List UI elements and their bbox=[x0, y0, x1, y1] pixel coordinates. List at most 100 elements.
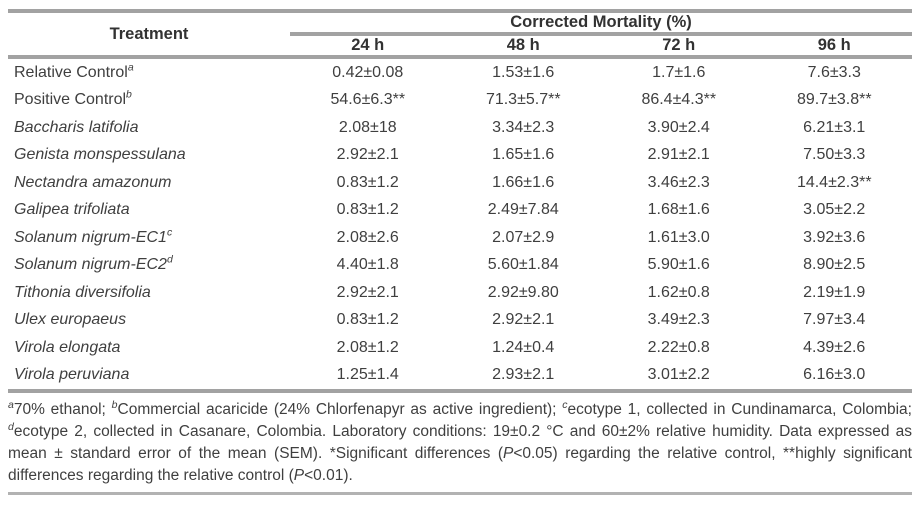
mortality-value: 1.68±1.6 bbox=[647, 201, 710, 219]
footnote-segment: b bbox=[111, 398, 118, 411]
mortality-value: 3.01±2.2 bbox=[601, 361, 757, 393]
mortality-value: 1.66±1.6 bbox=[492, 173, 555, 191]
table-row: Ulex europaeus 0.83±1.2 2.92±2.1 3.49±2.3 7.… bbox=[8, 307, 912, 335]
mortality-value: 4.40±1.8 bbox=[336, 256, 399, 274]
table-body: Relative Controla 0.42±0.08 1.53±1.6 1.7±1.… bbox=[8, 57, 912, 393]
table-row: Solanum nigrum-EC2d 4.40±1.8 5.60±1.84 5.90… bbox=[8, 252, 912, 280]
mortality-value: 5.60±1.84 bbox=[487, 256, 559, 274]
mortality-value: 7.50±3.3 bbox=[803, 146, 866, 164]
treatment-superscript: b bbox=[126, 88, 132, 101]
footnote-segment: c bbox=[562, 398, 568, 411]
footnote-segment: d bbox=[8, 420, 14, 433]
mortality-value: 8.90±2.5 bbox=[803, 256, 866, 274]
mortality-value: 2.22±0.8 bbox=[647, 338, 710, 356]
mortality-value: 71.3±5.7** bbox=[485, 91, 561, 109]
mortality-value: 3.92±3.6 bbox=[803, 228, 866, 246]
table-row: Baccharis latifolia 2.08±18 3.34±2.3 3.90±2… bbox=[8, 114, 912, 142]
treatment-name: Ulex europaeus bbox=[14, 311, 127, 329]
column-header-24h: 24 h bbox=[290, 34, 446, 59]
column-header-treatment: Treatment bbox=[8, 13, 290, 59]
mortality-value: 2.07±2.9 bbox=[492, 228, 555, 246]
mortality-value: 2.92±9.80 bbox=[487, 283, 559, 301]
treatment-name: Nectandra amazonum bbox=[14, 173, 172, 191]
mortality-value: 1.24±0.4 bbox=[492, 338, 555, 356]
treatment-name: Virola peruviana bbox=[8, 361, 290, 393]
mortality-value: 2.19±1.9 bbox=[803, 283, 866, 301]
mortality-value: 2.08±1.2 bbox=[336, 338, 399, 356]
mortality-value: 89.7±3.8** bbox=[796, 91, 872, 109]
mortality-value: 3.34±2.3 bbox=[492, 118, 555, 136]
group-header-row: Treatment Corrected Mortality (%) bbox=[8, 13, 912, 59]
footnote-segment: 70% ethanol; bbox=[13, 401, 112, 418]
mortality-value: 1.61±3.0 bbox=[647, 228, 710, 246]
column-header-72h: 72 h bbox=[601, 34, 757, 59]
mortality-value: 54.6±6.3** bbox=[330, 91, 406, 109]
mortality-value: 1.7±1.6 bbox=[652, 63, 706, 81]
treatment-name: Tithonia diversifolia bbox=[14, 283, 151, 301]
footnote-segment: P bbox=[502, 445, 514, 462]
column-group-header-corrected-mortality: Corrected Mortality (%) bbox=[290, 13, 912, 36]
table-row: Relative Controla 0.42±0.08 1.53±1.6 1.7±1.… bbox=[8, 57, 912, 87]
mortality-value: 1.25±1.4 bbox=[290, 361, 446, 393]
table-top-rule bbox=[8, 9, 912, 13]
mortality-value: 86.4±4.3** bbox=[641, 91, 717, 109]
table-header: Treatment Corrected Mortality (%) 24 h 48… bbox=[8, 13, 912, 59]
mortality-value: 1.65±1.6 bbox=[492, 146, 555, 164]
table-row: Galipea trifoliata 0.83±1.2 2.49±7.84 1.68±… bbox=[8, 197, 912, 225]
mortality-value: 5.90±1.6 bbox=[647, 256, 710, 274]
table-row: Nectandra amazonum 0.83±1.2 1.66±1.6 3.46±2… bbox=[8, 169, 912, 197]
corrected-mortality-table: Treatment Corrected Mortality (%) 24 h 48… bbox=[8, 13, 912, 393]
treatment-name: Relative Controla bbox=[14, 61, 134, 81]
mortality-value: 3.90±2.4 bbox=[647, 118, 710, 136]
footnote-segment: P bbox=[293, 467, 305, 484]
treatment-name: Solanum nigrum-EC2d bbox=[14, 253, 173, 274]
table-row: Solanum nigrum-EC1c 2.08±2.6 2.07±2.9 1.61±… bbox=[8, 224, 912, 252]
mortality-value: 2.08±18 bbox=[338, 118, 397, 136]
mortality-value: 2.92±2.1 bbox=[336, 283, 399, 301]
mortality-value: 3.46±2.3 bbox=[647, 173, 710, 191]
column-header-96h: 96 h bbox=[756, 34, 912, 59]
treatment-name: Galipea trifoliata bbox=[14, 201, 130, 219]
mortality-value: 1.62±0.8 bbox=[647, 283, 710, 301]
treatment-name: Virola elongata bbox=[14, 338, 121, 356]
mortality-value: 7.97±3.4 bbox=[803, 311, 866, 329]
mortality-value: 3.05±2.2 bbox=[803, 201, 866, 219]
table-row: Virola peruviana 1.25±1.4 2.93±2.1 3.01±2.2… bbox=[8, 361, 912, 393]
treatment-name: Baccharis latifolia bbox=[14, 118, 139, 136]
footnote-text: a70% ethanol; bCommercial acaricide (24%… bbox=[8, 399, 912, 487]
mortality-value: 7.6±3.3 bbox=[807, 63, 861, 81]
treatment-name: Solanum nigrum-EC1c bbox=[14, 226, 173, 246]
mortality-value: 1.53±1.6 bbox=[492, 63, 555, 81]
column-header-48h: 48 h bbox=[445, 34, 601, 59]
footnote-segment: Commercial acaricide (24% Chlorfenapyr a… bbox=[117, 401, 563, 418]
mortality-value: 2.92±2.1 bbox=[492, 311, 555, 329]
mortality-value: 2.08±2.6 bbox=[336, 228, 399, 246]
mortality-value: 2.91±2.1 bbox=[647, 146, 710, 164]
table-row: Positive Controlb 54.6±6.3** 71.3±5.7** 86.… bbox=[8, 87, 912, 115]
mortality-value: 2.93±2.1 bbox=[445, 361, 601, 393]
mortality-value: 6.16±3.0 bbox=[756, 361, 912, 393]
footnote-segment: <0.05) regarding the relative control, *… bbox=[8, 445, 912, 484]
mortality-value: 2.92±2.1 bbox=[336, 146, 399, 164]
mortality-value: 6.21±3.1 bbox=[803, 118, 866, 136]
treatment-name: Positive Controlb bbox=[14, 88, 132, 109]
footnote-segment: a bbox=[8, 398, 14, 411]
mortality-value: 3.49±2.3 bbox=[647, 311, 710, 329]
footnote-segment: ecotype 2, collected in Casanare, Colomb… bbox=[8, 423, 912, 462]
treatment-superscript: c bbox=[166, 226, 173, 239]
mortality-value: 2.49±7.84 bbox=[487, 201, 559, 219]
footnote-segment: ecotype 1, collected in Cundinamarca, Co… bbox=[567, 401, 912, 418]
mortality-value: 0.83±1.2 bbox=[336, 311, 399, 329]
mortality-value: 0.42±0.08 bbox=[332, 63, 404, 81]
treatment-name: Genista monspessulana bbox=[14, 146, 186, 164]
footnote-segment: <0.01). bbox=[304, 467, 353, 484]
table-row: Genista monspessulana 2.92±2.1 1.65±1.6 2.9… bbox=[8, 142, 912, 170]
treatment-superscript: a bbox=[127, 61, 134, 74]
treatment-superscript: d bbox=[166, 253, 173, 266]
mortality-value: 0.83±1.2 bbox=[336, 173, 399, 191]
mortality-value: 4.39±2.6 bbox=[803, 338, 866, 356]
table-row: Virola elongata 2.08±1.2 1.24±0.4 2.22±0.8 4… bbox=[8, 334, 912, 362]
time-header-row: 24 h 48 h 72 h 96 h bbox=[8, 34, 912, 59]
table-row: Tithonia diversifolia 2.92±2.1 2.92±9.80 1.… bbox=[8, 279, 912, 307]
